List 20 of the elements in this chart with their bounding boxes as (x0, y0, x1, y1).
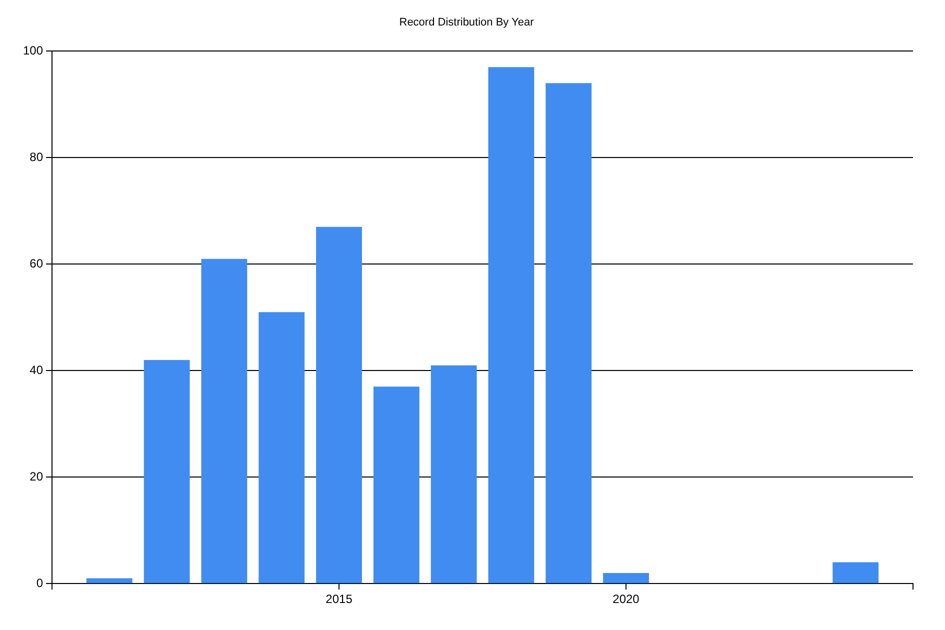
bar (316, 226, 362, 584)
bar (373, 386, 420, 584)
bar (603, 572, 649, 584)
y-tick-label: 60 (30, 256, 44, 270)
y-tick-label: 0 (36, 576, 44, 590)
bar (832, 562, 879, 584)
x-tick-label: 2015 (326, 592, 353, 606)
x-tick-label: 2020 (612, 592, 640, 606)
bar (546, 83, 592, 584)
y-tick-label: 80 (30, 150, 44, 164)
bar (258, 312, 305, 584)
bar (488, 67, 534, 584)
y-tick-label: 20 (30, 469, 44, 484)
chart-title: Record Distribution By Year (399, 16, 534, 29)
bar (430, 365, 477, 584)
y-tick-label: 40 (30, 362, 44, 377)
y-tick-label: 100 (22, 44, 44, 58)
bar (201, 258, 248, 584)
bar (86, 578, 132, 584)
bar (144, 360, 190, 584)
